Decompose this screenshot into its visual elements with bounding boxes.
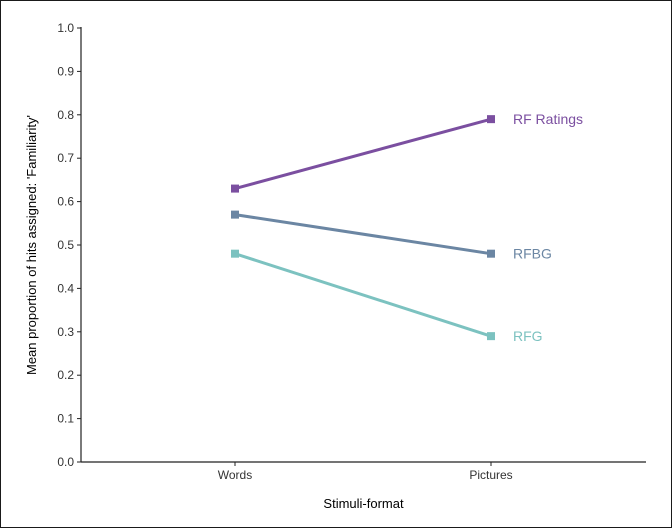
- x-tick-label: Pictures: [469, 468, 512, 482]
- y-tick-label: 0.0: [57, 455, 74, 469]
- y-tick-label: 1.0: [57, 21, 74, 35]
- y-axis-ticks: 0.0 0.1 0.2 0.3 0.4 0.5 0.6 0.7 0.8 0.9 1.0: [57, 21, 81, 469]
- y-tick-label: 0.4: [57, 281, 74, 295]
- data-point: [487, 115, 495, 124]
- data-point: [231, 210, 239, 219]
- series-label: RFG: [513, 328, 543, 344]
- data-point: [487, 249, 495, 258]
- y-tick-label: 0.6: [57, 195, 74, 209]
- series-line: [234, 213, 492, 256]
- series-label: RF Ratings: [513, 111, 583, 127]
- x-axis-ticks: Words Pictures: [218, 462, 513, 482]
- x-tick-label: Words: [218, 468, 252, 482]
- y-tick-label: 0.3: [57, 325, 74, 339]
- series-line: [234, 117, 492, 191]
- y-tick-label: 0.9: [57, 64, 74, 78]
- data-point: [487, 332, 495, 341]
- series-line: [234, 252, 492, 338]
- y-tick-label: 0.1: [57, 412, 74, 426]
- y-axis-title: Mean proportion of hits assigned: 'Famil…: [24, 115, 39, 375]
- y-tick-label: 0.8: [57, 108, 74, 122]
- series-group: RF Ratings RFBG RFG: [231, 111, 583, 344]
- series-label: RFBG: [513, 246, 552, 262]
- x-axis-title: Stimuli-format: [323, 496, 404, 511]
- y-tick-label: 0.7: [57, 151, 74, 165]
- data-point: [231, 249, 239, 258]
- y-tick-label: 0.2: [57, 368, 74, 382]
- data-point: [231, 184, 239, 193]
- y-tick-label: 0.5: [57, 238, 74, 252]
